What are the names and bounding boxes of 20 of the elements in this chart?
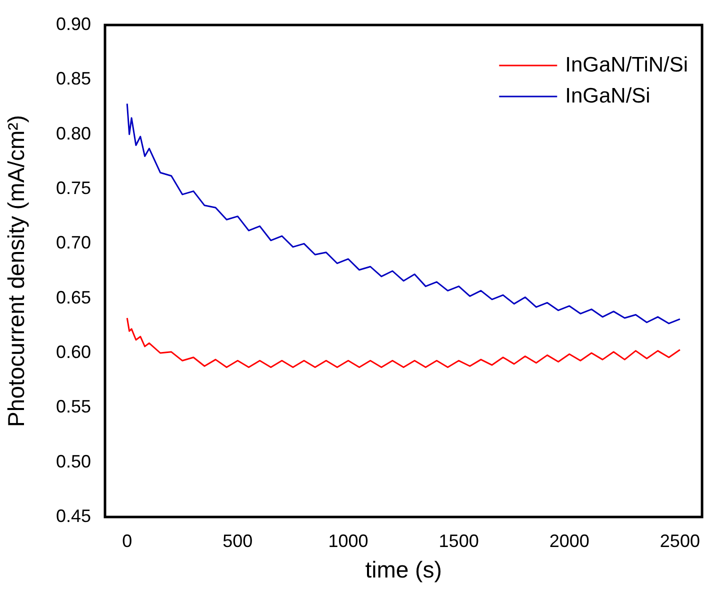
legend-label: InGaN/Si xyxy=(565,84,650,108)
y-tick-label: 0.50 xyxy=(56,451,91,472)
y-tick-label: 0.75 xyxy=(56,178,91,198)
y-tick-label: 0.45 xyxy=(56,506,91,526)
y-tick-label: 0.60 xyxy=(56,342,91,362)
y-tick-label: 0.85 xyxy=(56,68,91,89)
y-tick-label: 0.80 xyxy=(56,123,91,144)
y-axis-title: Photocurrent density (mA/cm²) xyxy=(3,115,30,427)
x-tick-label: 2000 xyxy=(549,530,590,551)
x-tick-label: 500 xyxy=(222,530,253,551)
y-tick-label: 0.65 xyxy=(56,287,91,308)
legend-label: InGaN/TiN/Si xyxy=(565,53,688,76)
y-tick-label: 0.90 xyxy=(56,14,91,34)
x-tick-label: 2500 xyxy=(660,530,700,551)
x-tick-label: 1000 xyxy=(328,530,368,551)
y-tick-label: 0.70 xyxy=(56,232,91,253)
x-axis-title: time (s) xyxy=(365,556,442,583)
x-tick-label: 1500 xyxy=(438,530,479,551)
x-tick-label: 0 xyxy=(122,530,132,551)
y-tick-label: 0.55 xyxy=(56,396,91,417)
